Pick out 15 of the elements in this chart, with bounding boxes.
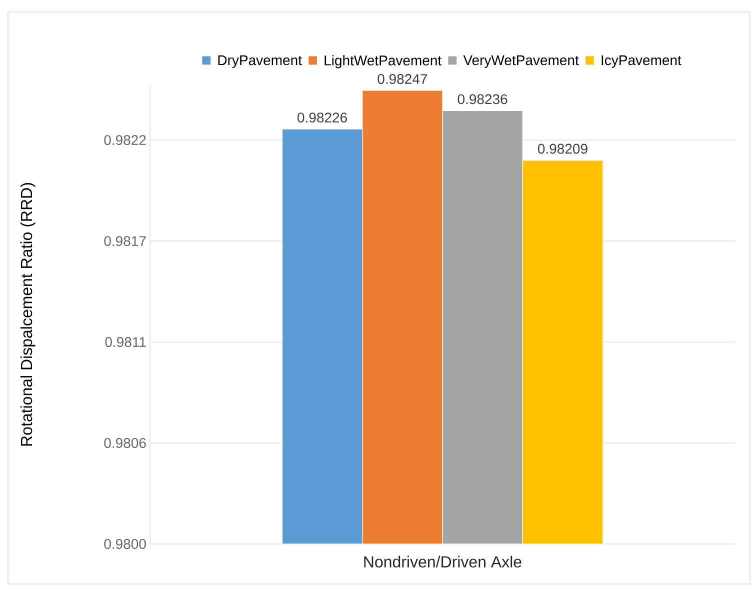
data-label: 0.98226 (298, 112, 347, 123)
data-label: 0.98236 (458, 94, 508, 104)
y-tick-label: 0.9800 (104, 539, 146, 549)
y-tick-label: 0.9806 (104, 438, 146, 448)
y-tick-label: 0.9811 (105, 337, 146, 347)
legend-label: DryPavement (218, 55, 302, 68)
legend-label: IcyPavement (602, 55, 682, 68)
y-tick-label: 0.9822 (104, 135, 146, 146)
data-label: 0.98247 (378, 74, 428, 84)
legend-label: LightWetPavement (324, 55, 442, 68)
y-tick-label: 0.9817 (104, 236, 146, 246)
y-axis-title: Rotational Dispalcement Ratio (RRD) (20, 183, 36, 446)
x-tick-label: Nondriven/Driven Axle (364, 556, 522, 568)
data-label: 0.98209 (538, 144, 588, 154)
legend-label: VeryWetPavement (463, 55, 579, 68)
